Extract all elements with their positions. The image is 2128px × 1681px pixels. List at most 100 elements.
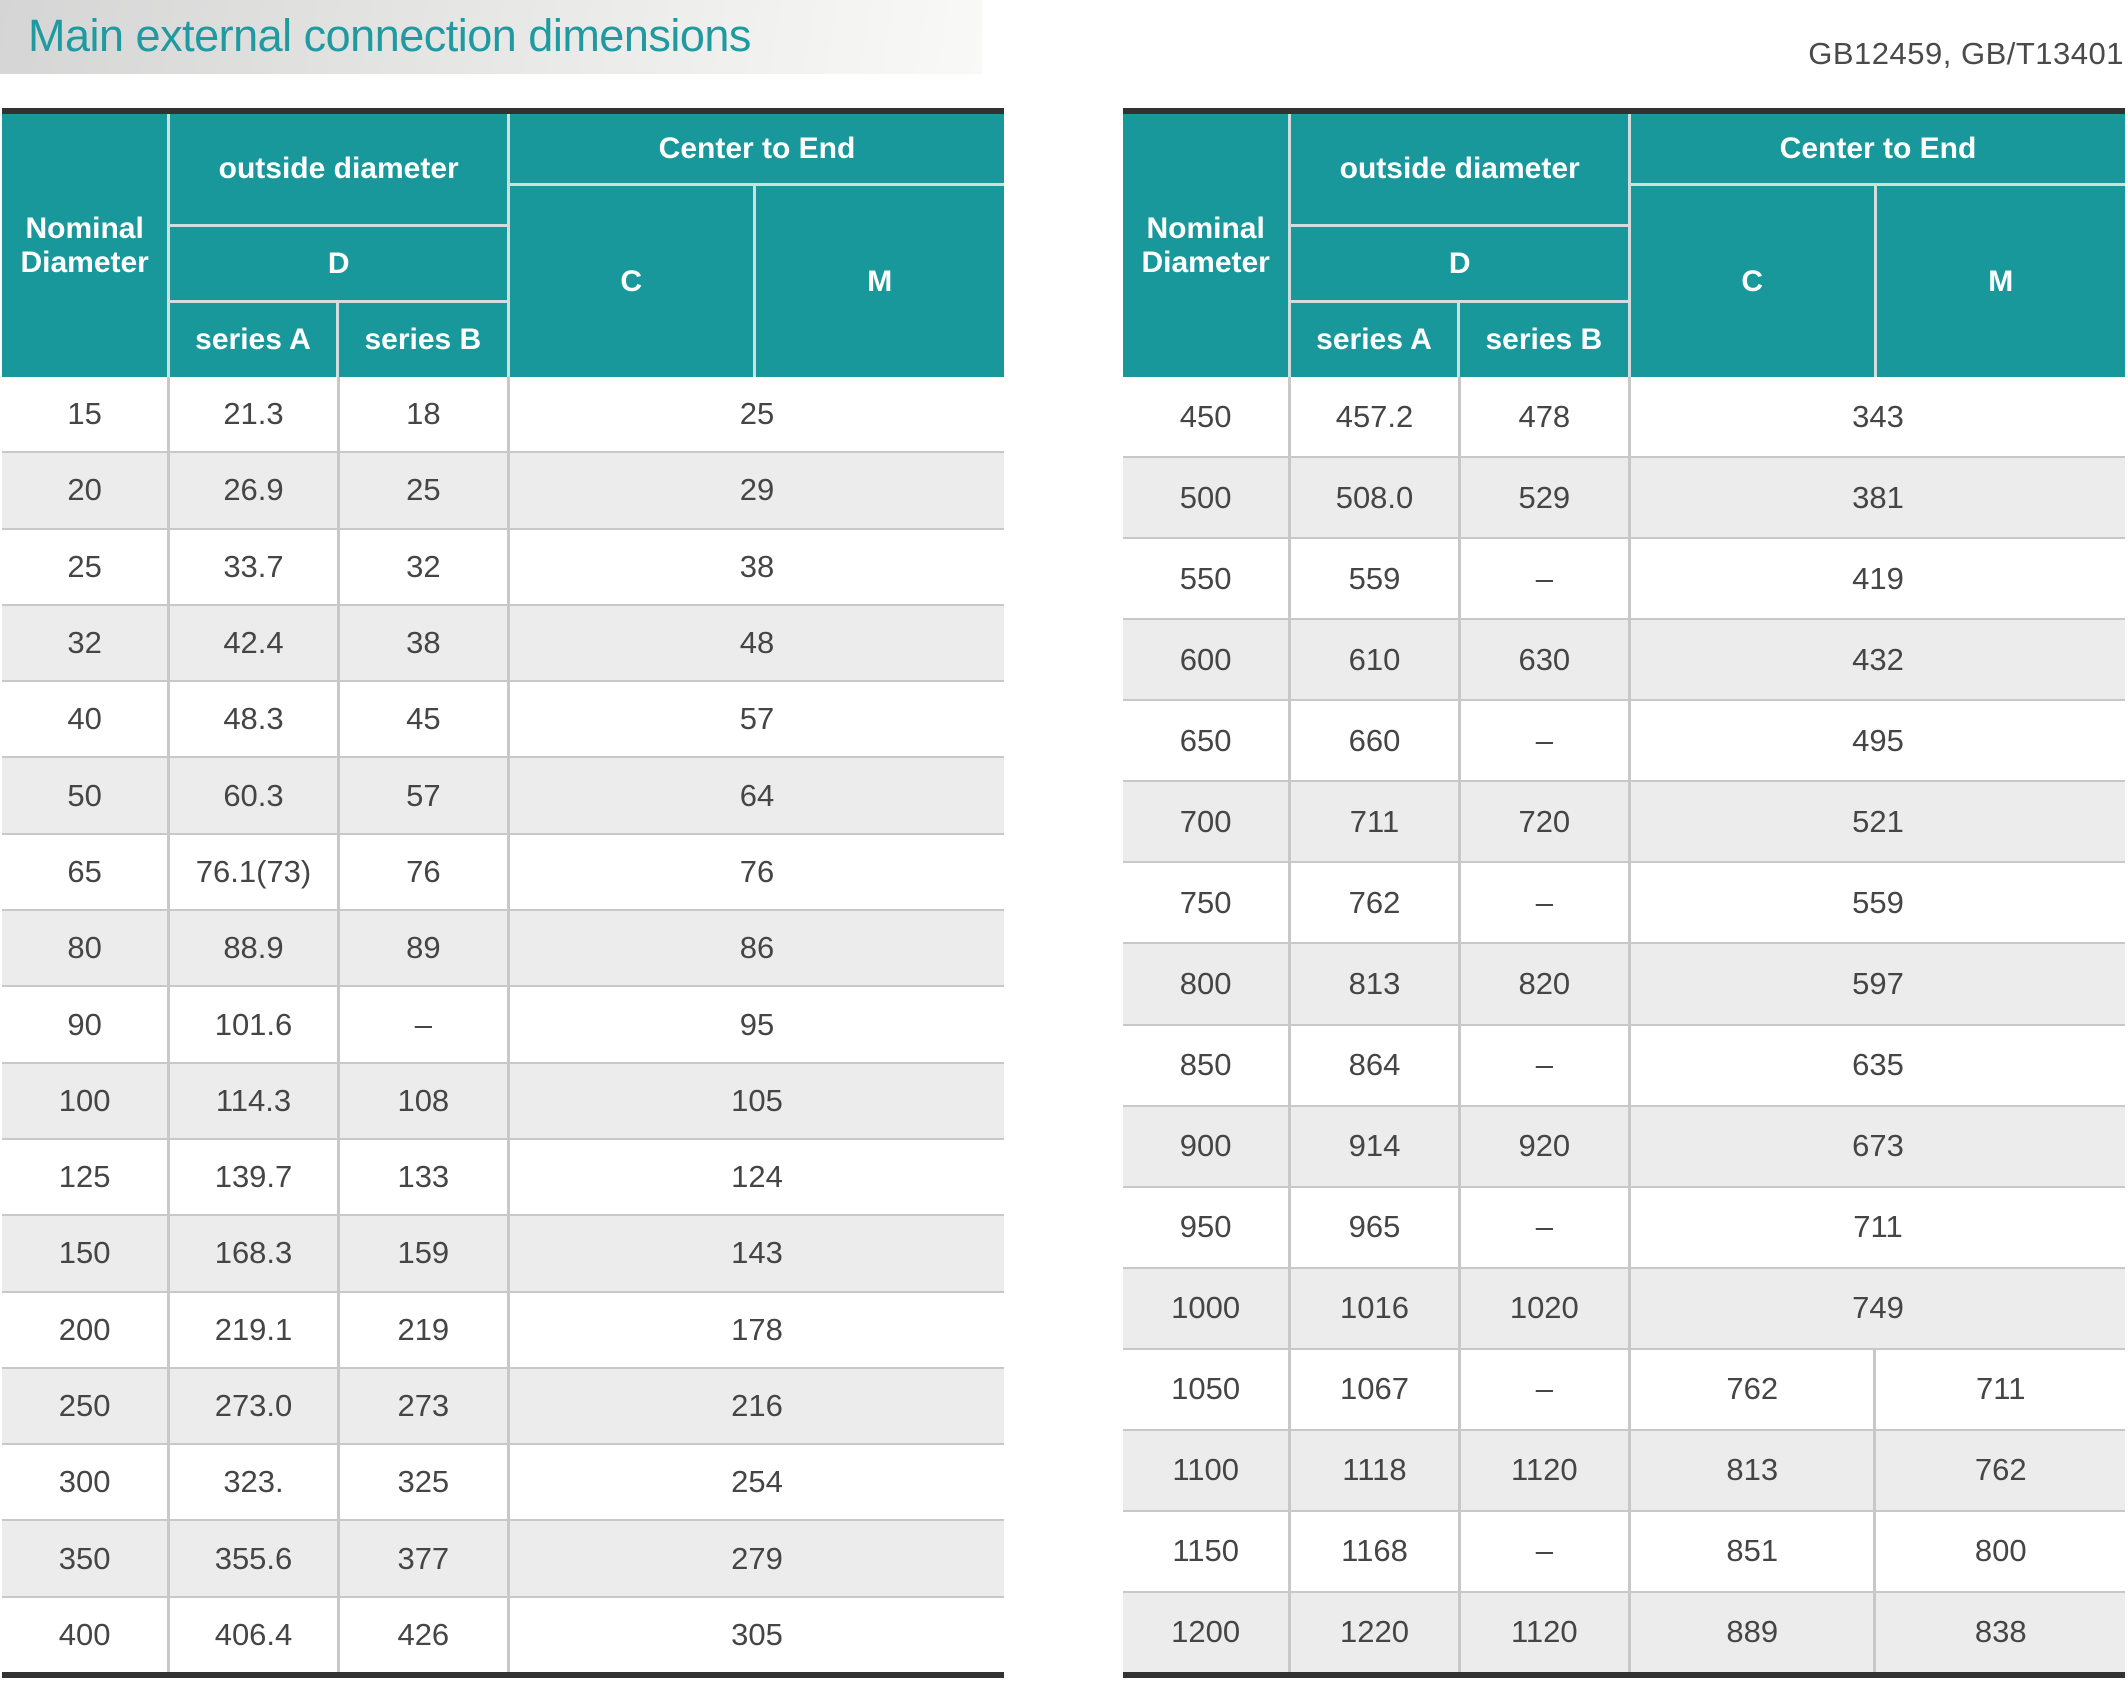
table-row: 200 219.1 219 178 xyxy=(2,1292,1004,1369)
cell-center-to-end: 749 xyxy=(1852,1290,1904,1326)
cell-series-b: – xyxy=(1461,539,1631,619)
table-row: 15 21.3 18 25 xyxy=(2,377,1004,454)
cell-series-a: 660 xyxy=(1291,701,1461,781)
table-row: 90 101.6– 95 xyxy=(2,987,1004,1064)
cell-nominal-diameter: 50 xyxy=(2,758,171,833)
table-row: 80 88.9 89 86 xyxy=(2,911,1004,988)
cell-nominal-diameter: 850 xyxy=(1123,1025,1292,1105)
cell-series-b: – xyxy=(1461,701,1631,781)
table-row: 65 76.1(73) 76 76 xyxy=(2,834,1004,912)
table-header: Nominal Diameter outside diameter D seri… xyxy=(1123,114,2125,377)
cell-nominal-diameter: 750 xyxy=(1123,863,1292,943)
cell-nominal-diameter: 125 xyxy=(2,1139,171,1215)
cell-series-b: 45 xyxy=(340,682,510,757)
table-row: 450 457.2 478 343 xyxy=(1123,377,2125,459)
cell-nominal-diameter: 950 xyxy=(1123,1187,1292,1267)
header-series-a: series A xyxy=(170,303,339,377)
table-row: 1000 1016 1020 749 xyxy=(1123,1268,2125,1350)
table-row: 25 33.7 32 38 xyxy=(2,529,1004,606)
header-center-to-end-group: Center to End C M xyxy=(510,114,1004,377)
dimensions-table-right: Nominal Diameter outside diameter D seri… xyxy=(1123,108,2125,1678)
cell-center-to-end: 216 xyxy=(731,1388,783,1423)
cell-series-b: – xyxy=(1461,1511,1631,1591)
cell-center-to-end: 254 xyxy=(731,1464,783,1500)
cell-center-to-end: 597 xyxy=(1852,965,1904,1001)
cell-series-b: 1120 xyxy=(1461,1592,1631,1672)
table-row: 350 355.6 377 279 xyxy=(2,1521,1004,1598)
cell-center-to-end: 95 xyxy=(739,1006,775,1042)
cell-nominal-diameter: 1100 xyxy=(1123,1430,1292,1510)
table-top-border xyxy=(2,108,1004,114)
table-row: 1100 1118 1120 813 762 xyxy=(1123,1430,2125,1512)
cell-series-a: 711 xyxy=(1291,782,1461,862)
table-bottom-border xyxy=(2,1672,1004,1678)
cell-series-a: 33.7 xyxy=(170,529,340,604)
cell-center-to-end: 124 xyxy=(731,1159,783,1195)
header-cm-group: C M xyxy=(1631,186,2125,377)
cell-series-a: 1220 xyxy=(1291,1592,1461,1672)
table-body-right: 450 457.2 478 343 500 508.0 529 381 550 559–419 60… xyxy=(1123,377,2125,1672)
cell-nominal-diameter: 1000 xyxy=(1123,1268,1292,1348)
cell-series-b: 325 xyxy=(340,1445,510,1520)
cell-nominal-diameter: 32 xyxy=(2,605,171,681)
cell-series-b: 32 xyxy=(340,529,510,604)
cell-series-b: – xyxy=(1461,863,1631,943)
header-series-group: series A series B xyxy=(170,303,507,377)
cell-series-b: 720 xyxy=(1461,782,1631,862)
cell-series-a: 965 xyxy=(1291,1187,1461,1267)
table-row: 40 48.3 45 57 xyxy=(2,682,1004,759)
header-outside-diameter: outside diameter xyxy=(170,114,507,227)
cell-center-to-end: 25 xyxy=(739,396,775,432)
cell-center-to-end: 178 xyxy=(731,1311,783,1347)
table-row: 150 168.3 159 143 xyxy=(2,1216,1004,1293)
header-c: C xyxy=(510,186,756,377)
cell-series-b: 478 xyxy=(1461,377,1631,457)
cell-series-a: 457.2 xyxy=(1291,377,1461,457)
cell-nominal-diameter: 550 xyxy=(1123,539,1292,619)
cell-series-b: 219 xyxy=(340,1292,510,1367)
table-row: 600 610 630 432 xyxy=(1123,620,2125,702)
cell-center-to-end: 305 xyxy=(731,1616,783,1652)
table-row: 250 273.0 273 216 xyxy=(2,1368,1004,1446)
table-row: 650 660– 495 xyxy=(1123,701,2125,783)
cell-series-a: 114.3 xyxy=(170,1063,340,1138)
cell-center-to-end: 521 xyxy=(1852,803,1904,839)
cell-series-b: 1020 xyxy=(1461,1268,1631,1348)
cell-center-to-end: 76 xyxy=(739,853,775,889)
cell-nominal-diameter: 350 xyxy=(2,1521,171,1596)
table-row: 550 559– 419 xyxy=(1123,539,2125,621)
cell-center-to-end: 279 xyxy=(731,1540,783,1576)
cell-series-a: 914 xyxy=(1291,1106,1461,1186)
cell-center-to-end: 495 xyxy=(1852,722,1904,758)
cell-nominal-diameter: 20 xyxy=(2,453,171,528)
header-nominal-diameter: Nominal Diameter xyxy=(1123,114,1292,377)
header-center-to-end: Center to End xyxy=(510,114,1004,186)
header-cm-group: C M xyxy=(510,186,1004,377)
cell-series-a: 88.9 xyxy=(170,911,340,986)
cell-series-a: 762 xyxy=(1291,863,1461,943)
header-d: D xyxy=(1291,227,1628,303)
table-row: 500 508.0 529 381 xyxy=(1123,458,2125,540)
cell-series-a: 60.3 xyxy=(170,758,340,833)
cell-nominal-diameter: 700 xyxy=(1123,782,1292,862)
cell-series-b: – xyxy=(1461,1187,1631,1267)
cell-center-to-end: 343 xyxy=(1852,398,1904,434)
cell-series-b: 630 xyxy=(1461,620,1631,700)
cell-series-b: 273 xyxy=(340,1368,510,1444)
table-row: 850 864– 635 xyxy=(1123,1025,2125,1107)
header-series-group: series A series B xyxy=(1291,303,1628,377)
cell-nominal-diameter: 600 xyxy=(1123,620,1292,700)
header-c: C xyxy=(1631,186,1877,377)
cell-center-to-end: 48 xyxy=(739,625,775,661)
cell-nominal-diameter: 900 xyxy=(1123,1106,1292,1186)
table-row: 400 406.4 426 305 xyxy=(2,1597,1004,1673)
cell-nominal-diameter: 400 xyxy=(2,1597,171,1673)
cell-series-a: 1016 xyxy=(1291,1268,1461,1348)
header-m: M xyxy=(1988,264,2014,298)
cell-series-b: 529 xyxy=(1461,458,1631,538)
cell-series-b: – xyxy=(340,987,510,1062)
cell-series-a: 508.0 xyxy=(1291,458,1461,538)
cell-series-b: 38 xyxy=(340,605,510,681)
cell-nominal-diameter: 150 xyxy=(2,1216,171,1291)
cell-series-a: 406.4 xyxy=(170,1597,340,1673)
